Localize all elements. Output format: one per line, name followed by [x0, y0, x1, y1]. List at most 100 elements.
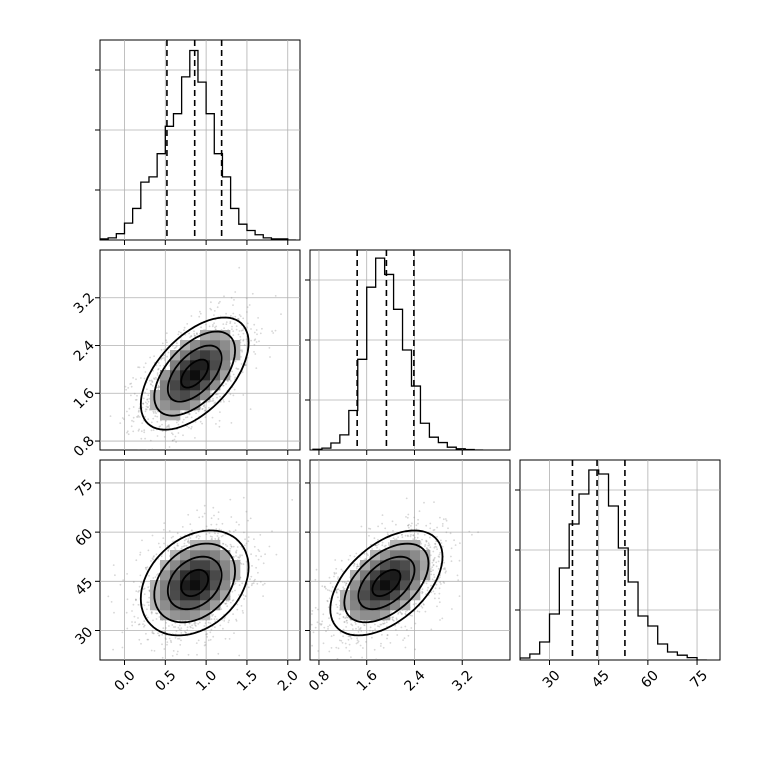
scatter-point — [225, 323, 228, 326]
scatter-point — [323, 626, 326, 629]
scatter-point — [231, 370, 234, 373]
scatter-point — [355, 642, 358, 645]
scatter-point — [146, 608, 148, 611]
scatter-point — [328, 624, 331, 627]
density-cell — [190, 370, 201, 381]
scatter-point — [358, 628, 361, 631]
scatter-point — [204, 409, 207, 411]
scatter-point — [184, 410, 187, 413]
scatter-point — [180, 411, 183, 414]
scatter-point — [128, 407, 131, 410]
density-cell — [160, 370, 171, 381]
scatter-point — [430, 568, 432, 570]
scatter-point — [201, 422, 204, 425]
scatter-point — [144, 401, 147, 404]
scatter-point — [180, 639, 182, 642]
scatter-point — [85, 424, 87, 426]
density-cell — [210, 380, 221, 391]
scatter-point — [231, 325, 233, 328]
scatter-point — [415, 524, 418, 527]
scatter-point — [435, 561, 438, 564]
scatter-point — [234, 582, 237, 585]
scatter-point — [180, 547, 183, 550]
scatter-point — [220, 608, 223, 610]
scatter-point — [197, 537, 200, 540]
scatter-point — [232, 373, 235, 376]
scatter-point — [166, 425, 169, 427]
scatter-point — [153, 355, 156, 358]
scatter-point — [138, 416, 141, 418]
scatter-point — [271, 530, 273, 533]
scatter-point — [355, 566, 358, 568]
scatter-point — [230, 296, 233, 299]
scatter-point — [384, 527, 387, 530]
scatter-point — [383, 545, 386, 548]
scatter-point — [163, 359, 166, 361]
panel-content — [310, 250, 510, 450]
scatter-point — [161, 342, 164, 345]
scatter-point — [343, 621, 346, 623]
scatter-point — [342, 616, 345, 619]
scatter-point — [234, 315, 237, 318]
scatter-point — [330, 590, 333, 593]
scatter-point — [175, 441, 178, 443]
scatter-point — [211, 325, 214, 328]
scatter-point — [365, 641, 367, 643]
scatter-point — [437, 555, 440, 558]
scatter-point — [291, 499, 294, 501]
scatter-point — [165, 638, 167, 641]
contour-2 — [153, 330, 237, 417]
scatter-point — [137, 414, 140, 417]
scatter-point — [325, 630, 327, 633]
scatter-point — [247, 536, 250, 538]
scatter-point — [158, 385, 160, 387]
scatter-point — [356, 565, 359, 568]
scatter-point — [187, 538, 190, 540]
scatter-point — [148, 397, 151, 400]
scatter-point — [181, 526, 184, 528]
scatter-point — [212, 613, 215, 616]
scatter-point — [440, 539, 442, 542]
scatter-point — [205, 633, 208, 636]
scatter-point — [217, 302, 220, 305]
scatter-point — [350, 623, 353, 626]
scatter-point — [136, 394, 138, 397]
scatter-point — [178, 628, 181, 631]
density-cell — [190, 340, 201, 351]
scatter-point — [432, 550, 435, 553]
scatter-point — [339, 613, 342, 615]
scatter-point — [432, 569, 434, 572]
scatter-point — [425, 539, 427, 542]
scatter-point — [167, 351, 170, 354]
scatter-point — [327, 625, 329, 628]
scatter-point — [427, 586, 429, 589]
scatter-point — [177, 626, 180, 629]
scatter-point — [142, 588, 145, 590]
density-cell — [200, 330, 211, 341]
density-cell — [170, 400, 181, 411]
density-cell — [160, 590, 171, 601]
scatter-point — [185, 631, 188, 634]
scatter-point — [188, 535, 191, 538]
scatter-point — [231, 328, 233, 331]
scatter-point — [213, 618, 216, 620]
scatter-point — [356, 565, 359, 568]
scatter-point — [180, 629, 182, 632]
scatter-point — [240, 329, 243, 332]
scatter-point — [144, 410, 147, 413]
scatter-point — [156, 420, 159, 423]
scatter-point — [205, 525, 208, 528]
scatter-point — [203, 512, 206, 515]
scatter-point — [234, 322, 236, 324]
scatter-point — [165, 621, 168, 624]
scatter-point — [184, 631, 187, 634]
scatter-point — [443, 582, 446, 584]
scatter-point — [164, 430, 167, 433]
scatter-point — [211, 615, 214, 617]
scatter-point — [258, 550, 261, 552]
scatter-point — [427, 544, 430, 547]
density-cell — [180, 390, 191, 401]
scatter-point — [165, 339, 168, 342]
scatter-point — [126, 431, 128, 434]
scatter-point — [438, 601, 441, 604]
